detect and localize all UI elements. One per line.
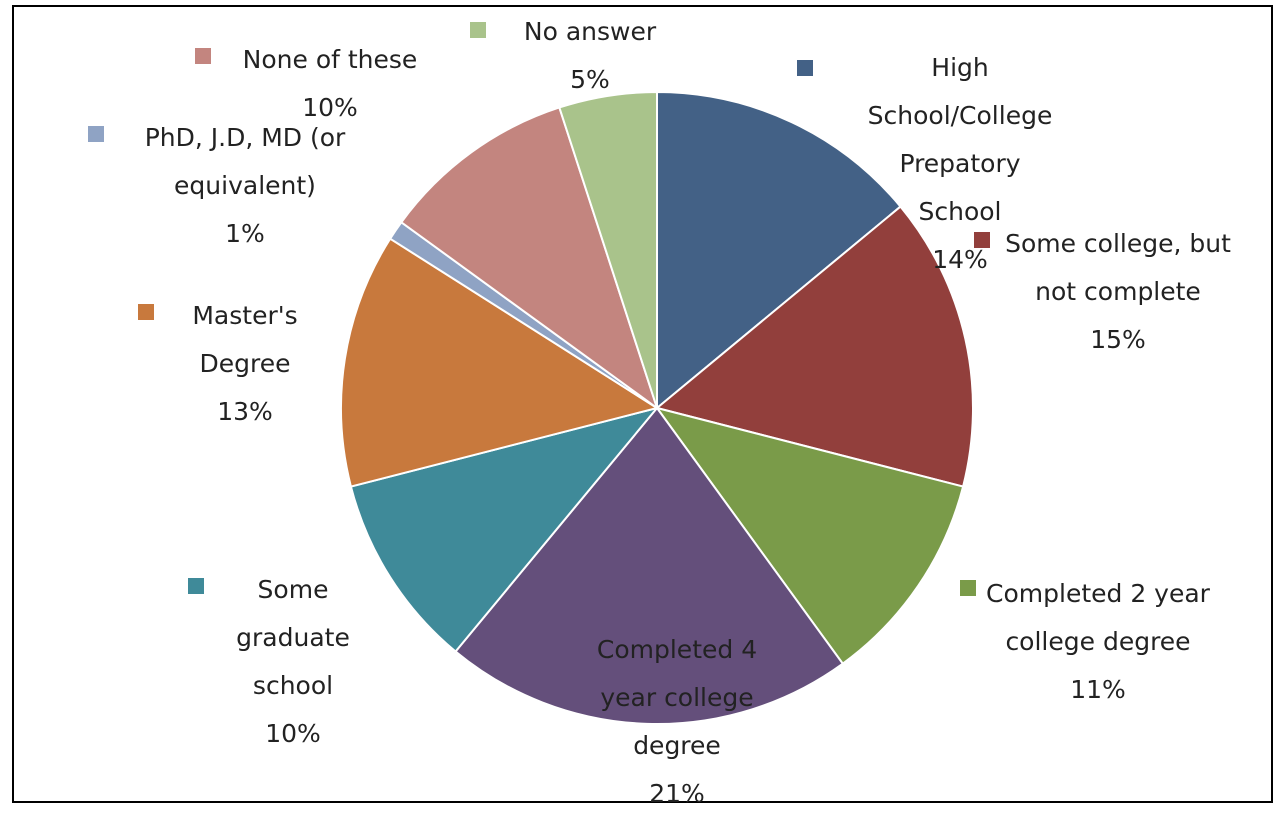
slice-label: Master's Degree 13% xyxy=(160,292,330,436)
value-label: 11% xyxy=(1070,675,1126,704)
legend-key xyxy=(797,60,813,76)
chart-frame xyxy=(12,5,1273,803)
value-label: 14% xyxy=(932,245,988,274)
pie-slice xyxy=(656,90,902,411)
pie-slice xyxy=(340,237,660,488)
slice-label: None of these 10% xyxy=(195,36,465,132)
value-label: 10% xyxy=(302,93,358,122)
legend-key xyxy=(138,304,154,320)
slice-label: High School/College Prepatory School 14% xyxy=(855,44,1065,284)
slice-label: No answer 5% xyxy=(480,8,700,104)
legend-key xyxy=(195,48,211,64)
legend-key xyxy=(470,22,486,38)
category-name: Master's Degree xyxy=(192,301,298,378)
slice-label: PhD, J.D, MD (or equivalent) 1% xyxy=(110,114,380,258)
slice-label: Some college, but not complete 15% xyxy=(998,220,1238,364)
slice-label: Completed 2 year college degree 11% xyxy=(983,570,1213,714)
category-name: Completed 4 year college degree xyxy=(596,635,758,760)
pie-slice xyxy=(558,90,658,409)
value-label: 5% xyxy=(570,65,610,94)
value-label: 15% xyxy=(1090,325,1146,354)
legend-key xyxy=(88,126,104,142)
value-label: 21% xyxy=(649,779,705,808)
pie-slice xyxy=(349,406,660,653)
category-name: None of these xyxy=(242,45,418,74)
legend-key xyxy=(188,578,204,594)
value-label: 10% xyxy=(265,719,321,748)
category-name: High School/College Prepatory School xyxy=(867,53,1053,226)
legend-key xyxy=(540,640,556,656)
category-name: PhD, J.D, MD (or equivalent) xyxy=(144,123,346,200)
slice-label: Some graduate school 10% xyxy=(208,566,378,758)
category-name: Some graduate school xyxy=(236,575,350,700)
value-label: 13% xyxy=(217,397,273,426)
pie-slice xyxy=(654,205,974,488)
legend-key xyxy=(960,580,976,596)
category-name: Completed 2 year college degree xyxy=(986,579,1210,656)
category-name: No answer xyxy=(523,17,657,46)
slice-label: Completed 4 year college degree 21% xyxy=(567,626,787,818)
pie-slice xyxy=(654,406,965,666)
category-name: Some college, but not complete xyxy=(1005,229,1231,306)
value-label: 1% xyxy=(225,219,265,248)
pie-slice xyxy=(399,106,659,411)
legend-key xyxy=(974,232,990,248)
